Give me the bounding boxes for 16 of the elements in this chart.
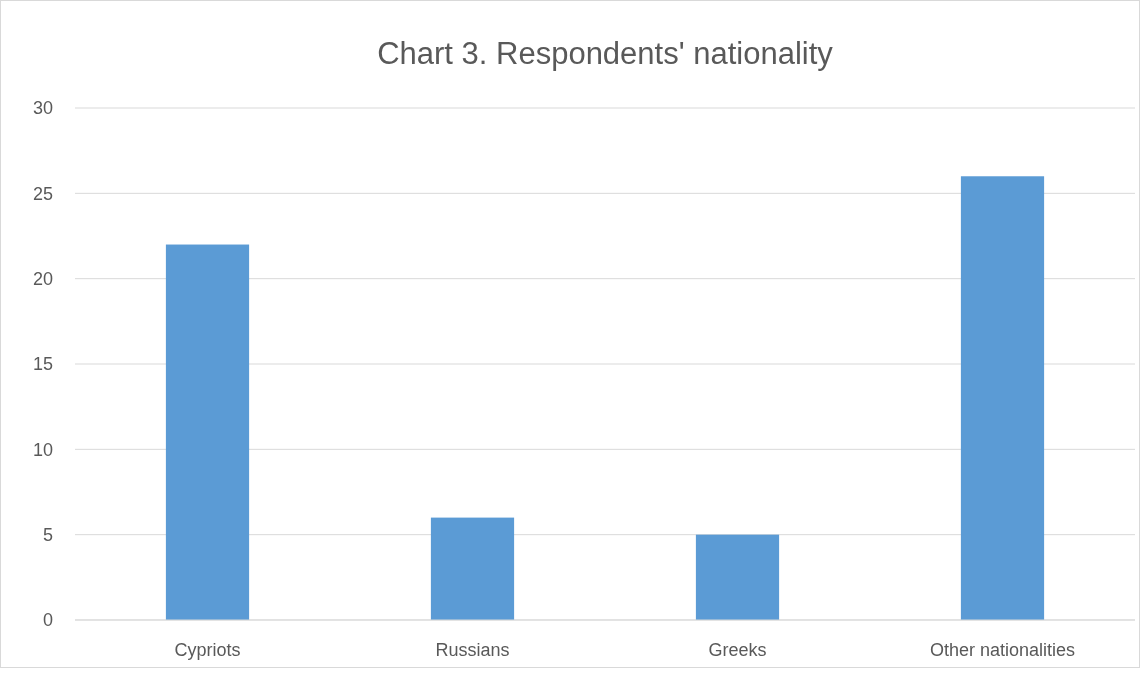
y-tick-label: 30 (32, 98, 53, 119)
y-tick-label: 5 (42, 524, 53, 545)
y-tick-label: 20 (32, 268, 53, 289)
x-tick-label: Greeks (708, 640, 767, 660)
x-tick-label: Cypriots (174, 640, 241, 660)
y-tick-label: 25 (32, 183, 53, 204)
chart-title: Chart 3. Respondents' nationality (377, 36, 834, 71)
y-tick-label: 15 (32, 354, 53, 375)
bar (165, 244, 250, 620)
x-tick-label: Other nationalities (929, 640, 1076, 660)
y-tick-label: 0 (42, 610, 53, 631)
bar (695, 534, 780, 620)
y-tick-label: 10 (32, 439, 53, 460)
x-tick-label: Russians (435, 640, 510, 660)
bar (960, 176, 1045, 620)
bar (430, 517, 515, 620)
